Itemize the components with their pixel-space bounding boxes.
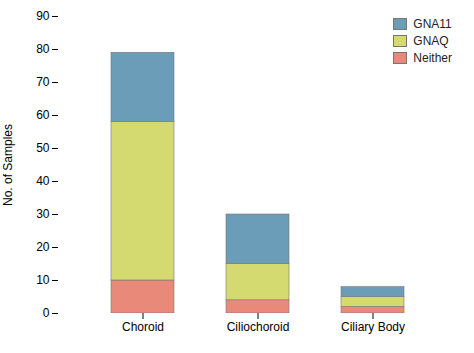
html-text:GNAQ: GNAQ xyxy=(413,34,449,48)
svg-text:0: 0 xyxy=(43,306,50,320)
svg-text:80: 80 xyxy=(36,42,50,56)
html-text:GNA11: GNA11 xyxy=(413,17,452,31)
svg-text:40: 40 xyxy=(36,174,50,188)
html-text:Neither: Neither xyxy=(413,51,452,65)
svg-text:90: 90 xyxy=(36,9,50,23)
svg-text:60: 60 xyxy=(36,108,50,122)
svg-text:70: 70 xyxy=(36,75,50,89)
svg-text:Ciliochoroid: Ciliochoroid xyxy=(227,320,290,334)
svg-text:50: 50 xyxy=(36,141,50,155)
svg-text:Ciliary Body: Ciliary Body xyxy=(341,320,405,334)
svg-text:30: 30 xyxy=(36,207,50,221)
svg-text:Choroid: Choroid xyxy=(122,320,164,334)
svg-text:No. of Samples: No. of Samples xyxy=(1,124,15,206)
svg-text:20: 20 xyxy=(36,240,50,254)
svg-text:10: 10 xyxy=(36,273,50,287)
